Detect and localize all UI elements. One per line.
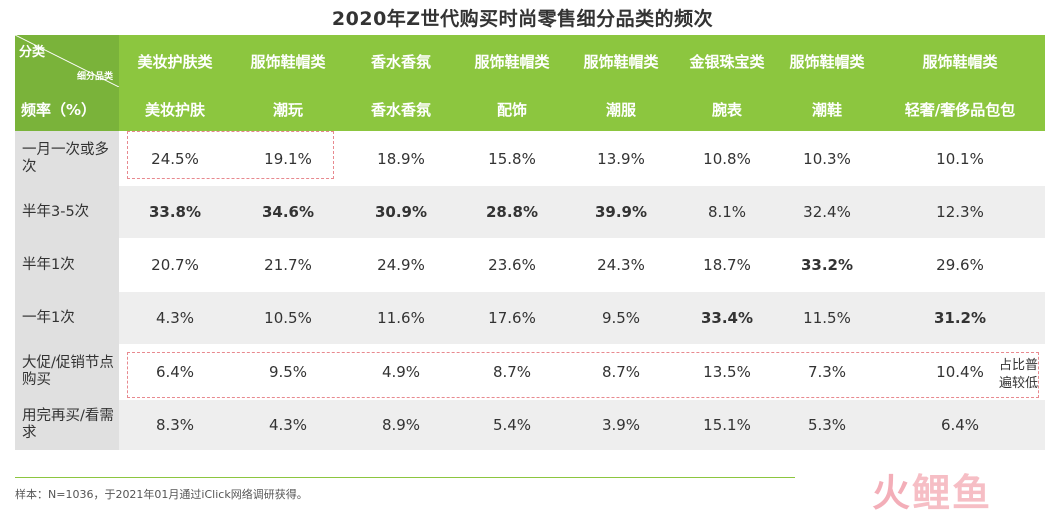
table-row: 一月一次或多次 24.5% 19.1% 18.9% 15.8% 13.9% 10.8% 10.…: [15, 131, 1045, 186]
table-row: 一年1次 4.3% 10.5% 11.6% 17.6% 9.5% 33.4% 11.5% 31.…: [15, 292, 1045, 344]
logo-part2: 鲤鱼: [912, 471, 993, 515]
value-cell: 12.3%: [875, 186, 1045, 238]
row-label: 半年3-5次: [15, 186, 119, 238]
value-cell: 15.8%: [457, 131, 567, 186]
value-cell: 24.5%: [119, 131, 231, 186]
logo-part1: 火: [872, 471, 913, 515]
value-cell: 11.6%: [345, 292, 457, 344]
value-cell: 18.9%: [345, 131, 457, 186]
category-header: 服饰鞋帽类: [567, 35, 675, 87]
value-cell: 9.5%: [567, 292, 675, 344]
value-cell: 7.3%: [779, 344, 875, 400]
value-cell: 10.3%: [779, 131, 875, 186]
subcategory-header: 潮玩: [231, 87, 345, 131]
subcategory-header-row: 频率（%） 美妆护肤 潮玩 香水香氛 配饰 潮服 腕表 潮鞋 轻奢/奢侈品包包: [15, 87, 1045, 131]
value-cell: 10.4%: [875, 344, 1045, 400]
table-body: 一月一次或多次 24.5% 19.1% 18.9% 15.8% 13.9% 10.8% 10.…: [15, 131, 1045, 450]
category-header: 金银珠宝类: [675, 35, 779, 87]
subcategory-header: 配饰: [457, 87, 567, 131]
value-cell: 9.5%: [231, 344, 345, 400]
value-cell: 13.5%: [675, 344, 779, 400]
value-cell: 8.7%: [567, 344, 675, 400]
row-label: 半年1次: [15, 238, 119, 292]
value-cell: 39.9%: [567, 186, 675, 238]
subcategory-header: 潮鞋: [779, 87, 875, 131]
category-header: 服饰鞋帽类: [457, 35, 567, 87]
footer-divider: [15, 477, 795, 478]
value-cell: 32.4%: [779, 186, 875, 238]
side-note: 占比普遍较低: [999, 358, 1039, 391]
value-cell: 10.1%: [875, 131, 1045, 186]
value-cell: 8.7%: [457, 344, 567, 400]
value-cell: 15.1%: [675, 400, 779, 450]
footer-note: 样本：N=1036，于2021年01月通过iClick网络调研获得。: [15, 488, 308, 501]
value-cell: 5.4%: [457, 400, 567, 450]
value-cell: 8.9%: [345, 400, 457, 450]
watermark-logo: 火鲤鱼: [872, 462, 992, 517]
value-cell: 28.8%: [457, 186, 567, 238]
category-header: 服饰鞋帽类: [779, 35, 875, 87]
subcategory-header: 美妆护肤: [119, 87, 231, 131]
value-cell: 18.7%: [675, 238, 779, 292]
category-header: 服饰鞋帽类: [231, 35, 345, 87]
category-header-row: 分类 细分品类 美妆护肤类 服饰鞋帽类 香水香氛 服饰鞋帽类 服饰鞋帽类 金银珠…: [15, 35, 1045, 87]
value-cell: 4.3%: [119, 292, 231, 344]
value-cell: 23.6%: [457, 238, 567, 292]
table-row: 大促/促销节点购买 6.4% 9.5% 4.9% 8.7% 8.7% 13.5% 7.3% 10…: [15, 344, 1045, 400]
value-cell: 5.3%: [779, 400, 875, 450]
value-cell: 33.2%: [779, 238, 875, 292]
value-cell: 33.8%: [119, 186, 231, 238]
row-label: 一年1次: [15, 292, 119, 344]
value-cell: 10.8%: [675, 131, 779, 186]
value-cell: 13.9%: [567, 131, 675, 186]
category-header: 香水香氛: [345, 35, 457, 87]
subcategory-header: 轻奢/奢侈品包包: [875, 87, 1045, 131]
value-cell: 31.2%: [875, 292, 1045, 344]
subcategory-header: 腕表: [675, 87, 779, 131]
corner-diagonal: [15, 35, 119, 87]
value-cell: 33.4%: [675, 292, 779, 344]
subcategory-header: 潮服: [567, 87, 675, 131]
value-cell: 10.5%: [231, 292, 345, 344]
subcategory-header: 香水香氛: [345, 87, 457, 131]
value-cell: 17.6%: [457, 292, 567, 344]
value-cell: 34.6%: [231, 186, 345, 238]
value-cell: 4.9%: [345, 344, 457, 400]
category-header: 美妆护肤类: [119, 35, 231, 87]
table-row: 用完再买/看需求 8.3% 4.3% 8.9% 5.4% 3.9% 15.1% 5.3% 6.4…: [15, 400, 1045, 450]
value-cell: 6.4%: [119, 344, 231, 400]
highlight-box-promo: [127, 352, 1039, 398]
value-cell: 24.9%: [345, 238, 457, 292]
table-row: 半年1次 20.7% 21.7% 24.9% 23.6% 24.3% 18.7% 33.2% 2…: [15, 238, 1045, 292]
row-label: 一月一次或多次: [15, 131, 119, 186]
corner-top-label: 分类: [19, 45, 46, 60]
value-cell: 11.5%: [779, 292, 875, 344]
corner-cell: 分类 细分品类: [15, 35, 119, 87]
highlight-box-top: [127, 131, 334, 179]
value-cell: 3.9%: [567, 400, 675, 450]
table-row: 半年3-5次 33.8% 34.6% 30.9% 28.8% 39.9% 8.1% 32.4%…: [15, 186, 1045, 238]
row-label: 用完再买/看需求: [15, 400, 119, 450]
value-cell: 8.1%: [675, 186, 779, 238]
value-cell: 30.9%: [345, 186, 457, 238]
value-cell: 6.4%: [875, 400, 1045, 450]
value-cell: 21.7%: [231, 238, 345, 292]
value-cell: 19.1%: [231, 131, 345, 186]
value-cell: 29.6%: [875, 238, 1045, 292]
corner-bottom-label: 细分品类: [76, 72, 113, 82]
value-cell: 24.3%: [567, 238, 675, 292]
row-label: 大促/促销节点购买: [15, 344, 119, 400]
frequency-header: 频率（%）: [15, 87, 119, 131]
frequency-table: 分类 细分品类 美妆护肤类 服饰鞋帽类 香水香氛 服饰鞋帽类 服饰鞋帽类 金银珠…: [15, 35, 1045, 450]
table-title: 2020年Z世代购买时尚零售细分品类的频次: [331, 8, 714, 30]
value-cell: 20.7%: [119, 238, 231, 292]
value-cell: 8.3%: [119, 400, 231, 450]
category-header: 服饰鞋帽类: [875, 35, 1045, 87]
value-cell: 4.3%: [231, 400, 345, 450]
